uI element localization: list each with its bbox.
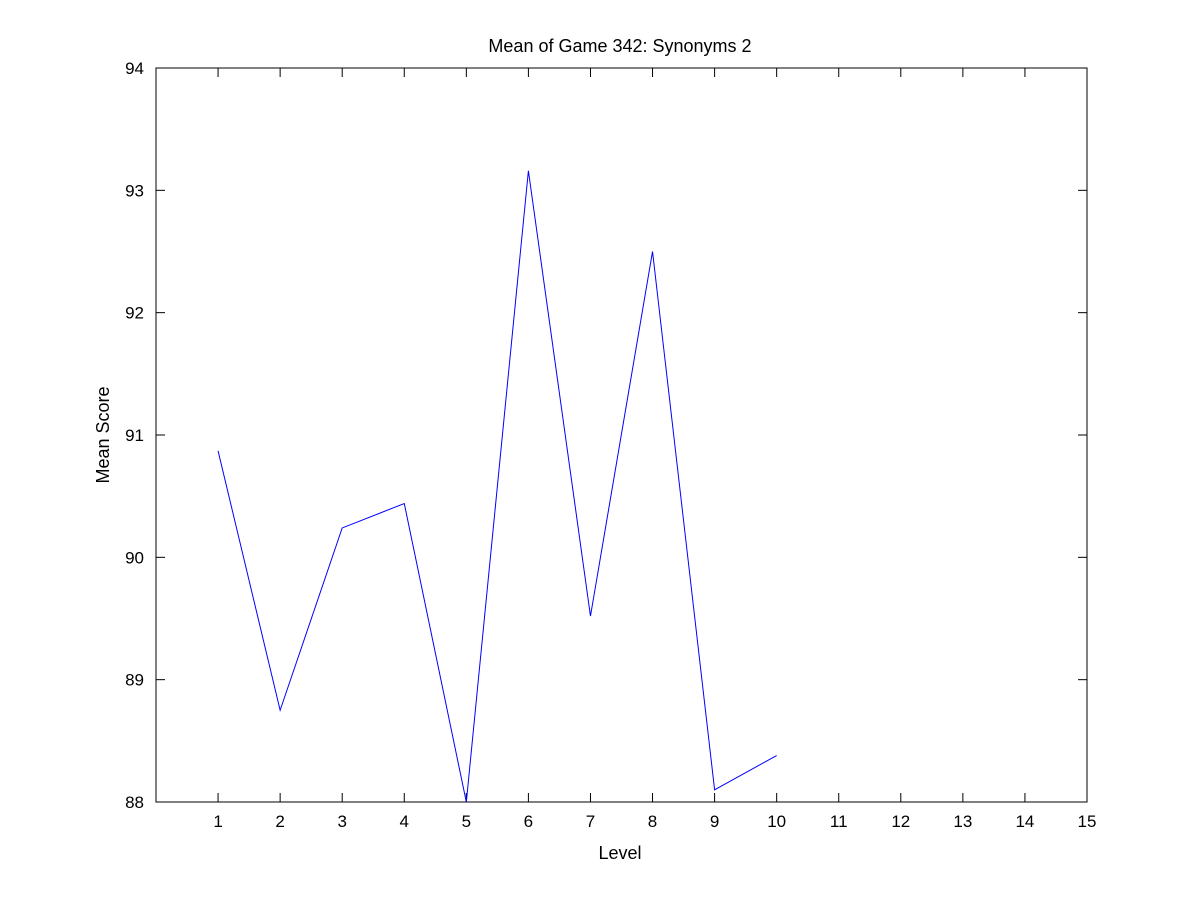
y-tick-label: 91 — [125, 426, 144, 445]
x-tick-label: 13 — [953, 812, 972, 831]
x-tick-label: 3 — [337, 812, 346, 831]
x-axis-label: Level — [598, 843, 641, 863]
x-tick-label: 12 — [891, 812, 910, 831]
x-tick-label: 10 — [767, 812, 786, 831]
y-axis-label: Mean Score — [93, 386, 113, 483]
x-tick-label: 8 — [648, 812, 657, 831]
series-layer — [217, 170, 777, 803]
y-tick-label: 92 — [125, 304, 144, 323]
x-tick-label: 5 — [462, 812, 471, 831]
x-tick-label: 2 — [275, 812, 284, 831]
x-tick-label: 7 — [586, 812, 595, 831]
chart-title: Mean of Game 342: Synonyms 2 — [488, 36, 751, 56]
y-tick-label: 93 — [125, 181, 144, 200]
series-line-0 — [217, 170, 777, 803]
x-tick-label: 1 — [213, 812, 222, 831]
x-tick-label: 9 — [710, 812, 719, 831]
y-tick-label: 89 — [125, 671, 144, 690]
x-tick-label: 11 — [830, 812, 848, 831]
axis-ticks — [156, 67, 1088, 803]
x-tick-label: 14 — [1015, 812, 1034, 831]
x-tick-label: 4 — [400, 812, 409, 831]
y-tick-label: 90 — [125, 548, 144, 567]
x-tick-label: 15 — [1078, 812, 1097, 831]
y-tick-label: 88 — [125, 793, 144, 812]
x-tick-label: 6 — [524, 812, 533, 831]
y-tick-label: 94 — [125, 59, 144, 78]
